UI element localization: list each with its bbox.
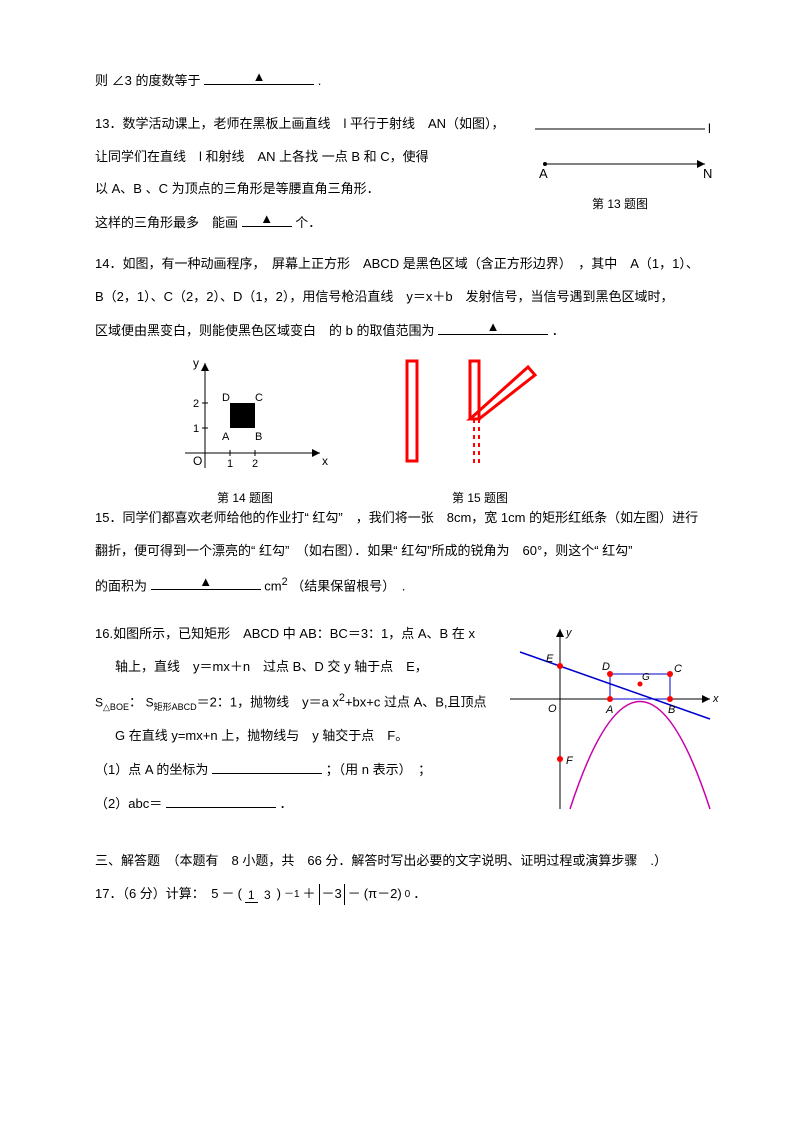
q14: 14．如图，有一种动画程序， 屏幕上正方形 ABCD 是黑色区域（含正方形边界）… <box>95 254 720 341</box>
svg-text:B: B <box>668 704 675 716</box>
svg-text:x: x <box>322 454 328 468</box>
svg-text:1: 1 <box>227 458 233 470</box>
q15: 15．同学们都喜欢老师给他的作业打“ 红勾” ，我们将一张 8cm，宽 1cm … <box>95 508 720 597</box>
q16-blank-b <box>166 793 276 808</box>
q16-l5: （1）点 A 的坐标为 ；（用 n 表示） ； <box>95 759 490 781</box>
exam-page: 则 ∠3 的度数等于 ▲ . 13．数学活动课上，老师在黑板上画直线 l 平行于… <box>0 0 800 957</box>
q12-text-a: 则 ∠3 的度数等于 <box>95 73 200 88</box>
figs-row-14-15: x y O 1 2 1 2 A B C D 第 14 题图 <box>155 353 720 508</box>
fraction-one-third: 1 3 <box>245 889 274 901</box>
q15-svg <box>395 353 565 478</box>
q16-l4: G 在直线 y=mx+n 上，抛物线与 y 轴交于点 F。 <box>95 726 490 747</box>
svg-text:F: F <box>566 755 574 767</box>
svg-text:C: C <box>255 392 263 404</box>
q15-caption: 第 15 题图 <box>395 489 565 508</box>
q13-blank: ▲ <box>242 212 292 227</box>
q13-l4: 这样的三角形最多 能画 ▲ 个． <box>95 212 520 234</box>
q12-tail: 则 ∠3 的度数等于 ▲ . <box>95 70 720 92</box>
svg-text:N: N <box>703 166 712 181</box>
svg-text:2: 2 <box>193 398 199 410</box>
svg-text:D: D <box>602 661 610 673</box>
q16-svg: x y O E A B C <box>500 624 720 814</box>
svg-text:G: G <box>642 672 650 683</box>
q13-svg: l A N <box>525 114 715 184</box>
q14-figure: x y O 1 2 1 2 A B C D 第 14 题图 <box>155 353 335 508</box>
svg-text:x: x <box>712 693 719 705</box>
q13-l2: 让同学们在直线 l 和射线 AN 上各找 一点 B 和 C，使得 <box>95 147 520 168</box>
svg-text:2: 2 <box>252 458 258 470</box>
q17: 17．（6 分）计算： 5 － ( 1 3 ) －1 ＋ －3 － (π－2) … <box>95 884 720 905</box>
q13-l3: 以 A、B 、C 为顶点的三角形是等腰直角三角形． <box>95 179 520 200</box>
q16-l1: 16.如图所示，已知矩形 ABCD 中 AB：BC＝3：1，点 A、B 在 x <box>95 624 490 645</box>
q14-blank: ▲ <box>438 320 548 335</box>
q15-l3: 的面积为 ▲ cm2 （结果保留根号） . <box>95 574 720 597</box>
absolute-value: －3 <box>319 884 345 905</box>
svg-text:B: B <box>255 431 262 443</box>
svg-text:1: 1 <box>193 423 199 435</box>
q14-l2: B（2，1）、C（2，2）、D（1，2），用信号枪沿直线 y＝x＋b 发射信号，… <box>95 287 720 308</box>
q16-l3: S△BOE： S矩形ABCD＝2：1，抛物线 y＝a x2+bx+c 过点 A、… <box>95 690 490 714</box>
svg-text:A: A <box>539 166 548 181</box>
q16-blank-a <box>212 759 322 774</box>
q13-caption: 第 13 题图 <box>520 195 720 214</box>
svg-text:E: E <box>546 653 554 665</box>
q16-l6: （2）abc＝ ． <box>95 793 490 815</box>
svg-text:y: y <box>193 356 199 370</box>
q15-blank: ▲ <box>151 575 261 590</box>
svg-text:D: D <box>222 392 230 404</box>
q13-l1: 13．数学活动课上，老师在黑板上画直线 l 平行于射线 AN（如图）， <box>95 114 520 135</box>
q15-figure: 第 15 题图 <box>395 353 565 508</box>
q13-figure: l A N 第 13 题图 <box>520 114 720 214</box>
q16: 16.如图所示，已知矩形 ABCD 中 AB：BC＝3：1，点 A、B 在 x … <box>95 624 720 826</box>
q12-blank: ▲ <box>204 70 314 85</box>
q14-svg: x y O 1 2 1 2 A B C D <box>155 353 335 478</box>
svg-text:O: O <box>548 703 557 715</box>
q13: 13．数学活动课上，老师在黑板上画直线 l 平行于射线 AN（如图）， 让同学们… <box>95 114 720 246</box>
q12-text-b: . <box>318 73 322 88</box>
svg-text:l: l <box>708 121 711 136</box>
q16-l2: 轴上，直线 y＝mx＋n 过点 B、D 交 y 轴于点 E， <box>95 657 490 678</box>
svg-text:O: O <box>193 454 202 468</box>
q14-l1: 14．如图，有一种动画程序， 屏幕上正方形 ABCD 是黑色区域（含正方形边界）… <box>95 254 720 275</box>
svg-text:y: y <box>565 627 573 639</box>
q14-caption: 第 14 题图 <box>155 489 335 508</box>
q15-l1: 15．同学们都喜欢老师给他的作业打“ 红勾” ，我们将一张 8cm，宽 1cm … <box>95 508 720 529</box>
q14-l3: 区域便由黑变白，则能使黑色区域变白 的 b 的取值范围为 ▲ ． <box>95 320 720 342</box>
svg-text:A: A <box>605 704 613 716</box>
q16-figure: x y O E A B C <box>500 624 720 826</box>
svg-text:A: A <box>222 431 230 443</box>
section3-heading: 三、解答题 （本题有 8 小题，共 66 分．解答时写出必要的文字说明、证明过程… <box>95 851 720 872</box>
svg-text:C: C <box>674 663 682 675</box>
q15-l2: 翻折，便可得到一个漂亮的“ 红勾” （如右图）．如果“ 红勾”所成的锐角为 60… <box>95 541 720 562</box>
